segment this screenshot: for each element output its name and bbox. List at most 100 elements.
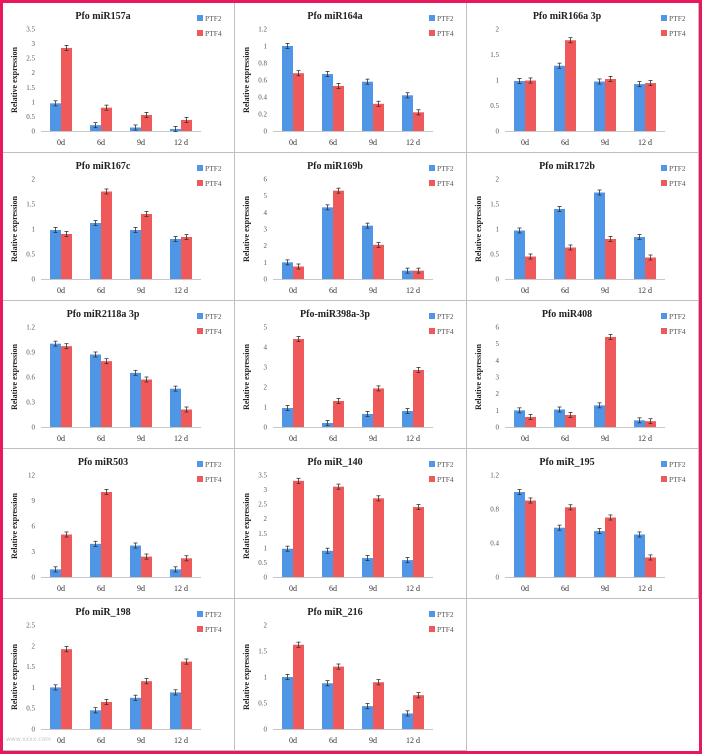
bar	[50, 103, 61, 131]
y-tick-label: 5	[264, 192, 268, 200]
x-tick-label: 0d	[289, 286, 297, 295]
x-tick-label: 0d	[521, 138, 529, 147]
chart-title: Pfo miR164a	[307, 11, 362, 22]
y-tick-label: 3	[264, 486, 268, 494]
bar	[413, 112, 424, 131]
legend: PTF2 PTF4	[429, 14, 454, 38]
legend-label: PTF4	[205, 327, 222, 336]
chart-title: Pfo miR_198	[75, 607, 130, 618]
y-tick-label: 6	[264, 176, 268, 184]
x-tick-label: 12 d	[638, 138, 652, 147]
bar	[645, 257, 656, 279]
y-axis-label: Relative expression	[10, 493, 19, 559]
bar	[525, 80, 536, 131]
y-tick-label: 0.5	[490, 251, 499, 259]
y-tick-label: 1	[32, 684, 36, 692]
y-tick-label: 1	[264, 43, 268, 51]
y-tick-label: 3	[32, 40, 36, 48]
bar	[525, 500, 536, 577]
bar	[101, 191, 112, 279]
x-tick-label: 0d	[289, 434, 297, 443]
y-tick-label: 2	[264, 384, 268, 392]
y-tick-label: 0	[264, 424, 268, 432]
chart-panel: Pfo miR167c PTF2 PTF4 Relative expression 0 0…	[3, 153, 235, 301]
y-tick-label: 3.5	[26, 26, 35, 34]
y-tick-label: 0	[496, 424, 500, 432]
y-tick-label: 2	[496, 176, 500, 184]
y-tick-label: 0	[32, 128, 36, 136]
x-tick-label: 9d	[137, 584, 145, 593]
legend-swatch	[197, 611, 203, 617]
legend-label: PTF4	[205, 625, 222, 634]
legend-label: PTF2	[205, 14, 222, 23]
y-tick-label: 1	[32, 226, 36, 234]
legend-swatch	[197, 476, 203, 482]
y-tick-label: 0	[32, 276, 36, 284]
bar	[90, 543, 101, 577]
bar	[101, 492, 112, 577]
x-tick-label: 6d	[329, 286, 337, 295]
legend-label: PTF4	[437, 625, 454, 634]
legend-label: PTF4	[669, 475, 686, 484]
y-tick-label: 4	[264, 344, 268, 352]
y-axis-label: Relative expression	[10, 196, 19, 262]
chart-panel: Pfo miR_198 PTF2 PTF4 Relative expression 0 0…	[3, 599, 235, 751]
x-tick-label: 9d	[369, 434, 377, 443]
x-tick-label: 6d	[329, 434, 337, 443]
y-tick-label: 1	[496, 77, 500, 85]
bar	[514, 410, 525, 427]
legend-label: PTF4	[205, 179, 222, 188]
bar	[594, 405, 605, 427]
bar	[373, 103, 384, 131]
bar	[373, 388, 384, 427]
x-tick-label: 12 d	[638, 584, 652, 593]
y-tick-label: 5	[496, 340, 500, 348]
y-tick-label: 1	[264, 544, 268, 552]
bar	[90, 710, 101, 729]
bar	[50, 230, 61, 279]
bar	[322, 683, 333, 729]
legend-label: PTF2	[437, 610, 454, 619]
legend-label: PTF2	[437, 460, 454, 469]
y-tick-label: 1.2	[258, 26, 267, 34]
bar	[554, 65, 565, 131]
chart-panel: Pfo-miR398a-3p PTF2 PTF4 Relative expressio…	[235, 301, 467, 449]
bar	[565, 40, 576, 131]
bar	[170, 569, 181, 577]
x-tick-label: 6d	[561, 286, 569, 295]
bar	[402, 713, 413, 729]
bar	[181, 558, 192, 577]
legend-label: PTF2	[205, 164, 222, 173]
bar	[605, 517, 616, 577]
legend-label: PTF4	[669, 29, 686, 38]
chart-title: Pfo miR408	[542, 309, 592, 320]
bar	[565, 247, 576, 279]
y-tick-label: 1.2	[490, 472, 499, 480]
x-tick-label: 0d	[57, 736, 65, 745]
bar	[322, 207, 333, 279]
bar	[170, 692, 181, 729]
legend-swatch	[429, 476, 435, 482]
legend-swatch	[429, 165, 435, 171]
y-tick-label: 0.5	[26, 113, 35, 121]
legend-swatch	[197, 461, 203, 467]
legend-swatch	[661, 476, 667, 482]
x-tick-label: 12 d	[174, 286, 188, 295]
chart-panel: Pfo miR172b PTF2 PTF4 Relative expression 0 0…	[467, 153, 699, 301]
bar	[514, 81, 525, 131]
y-tick-label: 1	[496, 226, 500, 234]
x-tick-label: 9d	[137, 286, 145, 295]
bar	[565, 415, 576, 427]
y-tick-label: 3.5	[258, 472, 267, 480]
y-tick-label: 2	[32, 176, 36, 184]
chart-title: Pfo miR167c	[76, 161, 131, 172]
y-tick-label: 2	[32, 69, 36, 77]
x-tick-label: 9d	[369, 736, 377, 745]
bar	[322, 550, 333, 577]
x-tick-label: 6d	[97, 584, 105, 593]
bar	[565, 507, 576, 577]
bar	[293, 339, 304, 427]
bar	[50, 687, 61, 729]
bar	[90, 354, 101, 427]
legend-swatch	[429, 180, 435, 186]
